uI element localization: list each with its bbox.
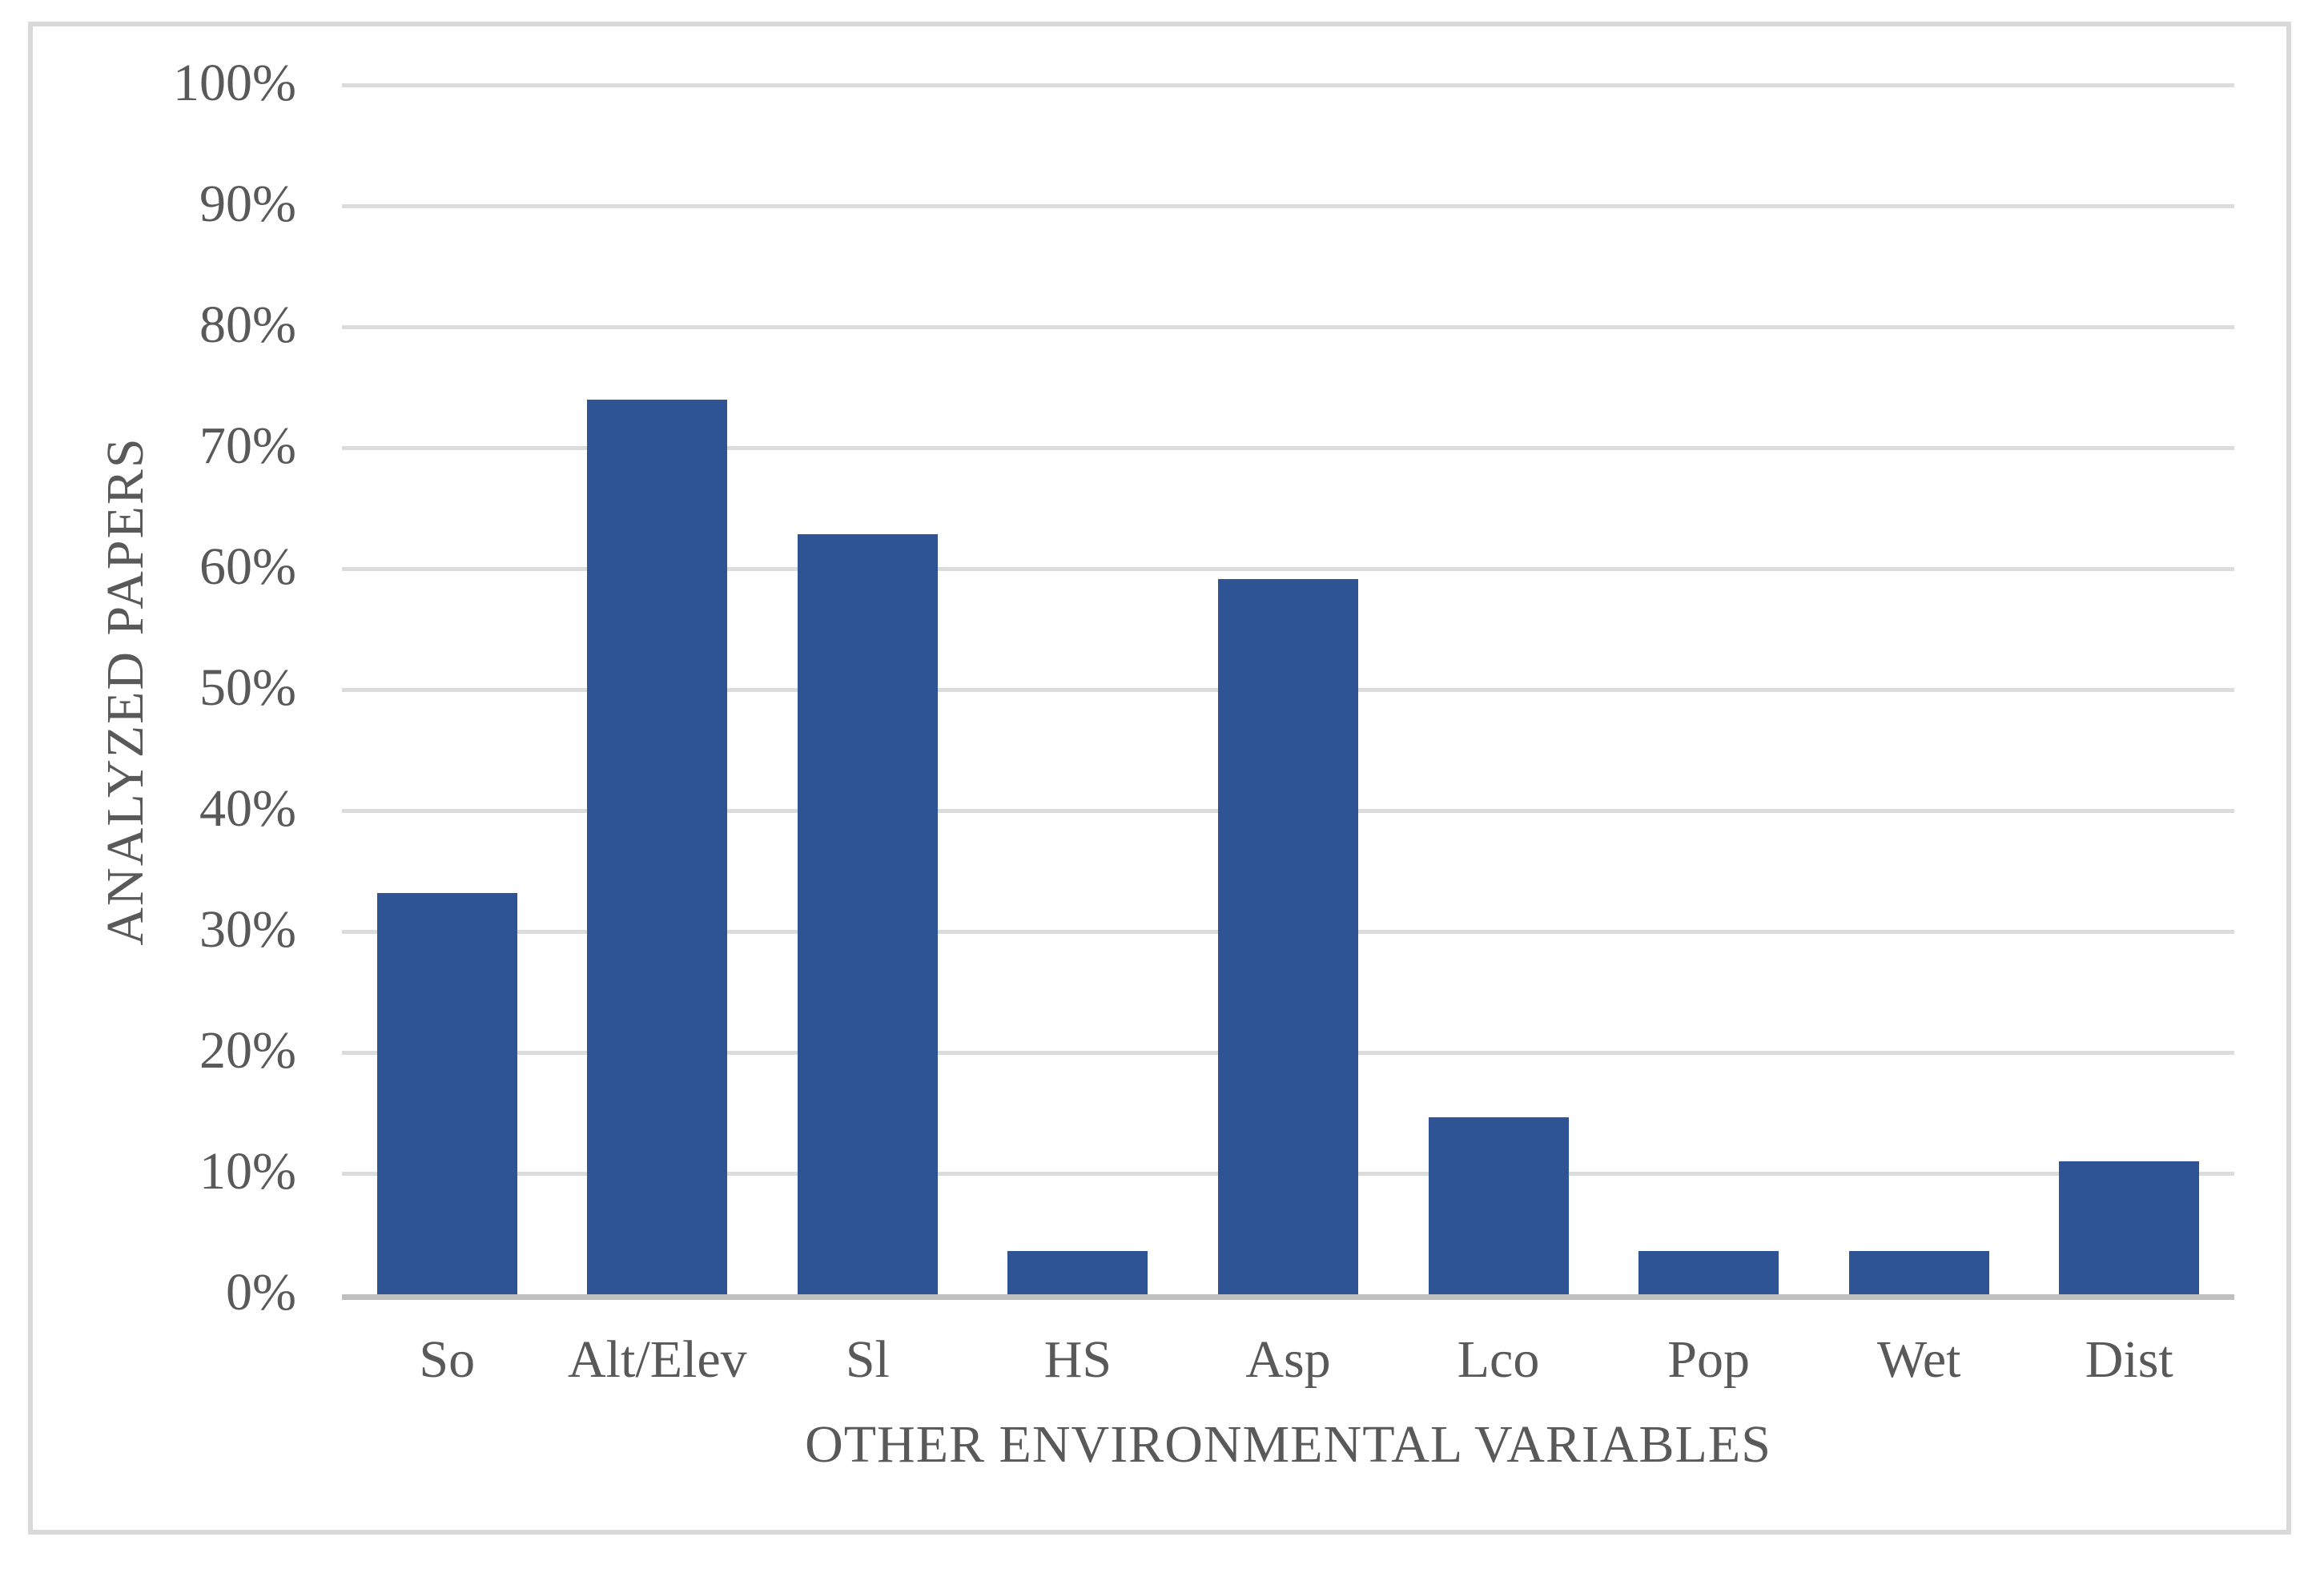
x-category-label-Sl: Sl xyxy=(845,1330,890,1389)
x-category-label-So: So xyxy=(419,1330,476,1389)
x-category-label-Alt/Elev: Alt/Elev xyxy=(568,1330,747,1389)
y-tick-label-70%: 70% xyxy=(199,416,296,475)
bar-Wet xyxy=(1848,1251,1989,1296)
x-category-label-Pop: Pop xyxy=(1667,1330,1750,1389)
bar-Pop xyxy=(1638,1251,1779,1296)
gridline-80% xyxy=(342,325,2234,329)
x-axis-line xyxy=(342,1294,2234,1300)
x-category-label-Dist: Dist xyxy=(2085,1330,2173,1389)
x-axis-title: OTHER ENVIRONMENTAL VARIABLES xyxy=(805,1415,1771,1474)
bar-Asp xyxy=(1218,578,1358,1296)
bar-Lco xyxy=(1428,1116,1569,1296)
bar-Alt/Elev xyxy=(587,400,728,1296)
x-category-label-Asp: Asp xyxy=(1245,1330,1331,1389)
y-tick-label-40%: 40% xyxy=(199,779,296,838)
y-tick-label-20%: 20% xyxy=(199,1021,296,1080)
y-tick-label-50%: 50% xyxy=(199,658,296,717)
x-category-label-HS: HS xyxy=(1043,1330,1112,1389)
y-tick-label-80%: 80% xyxy=(199,296,296,354)
gridline-90% xyxy=(342,204,2234,208)
y-tick-label-0%: 0% xyxy=(226,1263,296,1322)
bar-Dist xyxy=(2059,1161,2200,1296)
y-tick-label-10%: 10% xyxy=(199,1142,296,1201)
gridline-70% xyxy=(342,446,2234,450)
bar-Sl xyxy=(797,533,938,1296)
y-tick-label-90%: 90% xyxy=(199,175,296,233)
gridline-60% xyxy=(342,567,2234,571)
y-tick-label-60%: 60% xyxy=(199,537,296,596)
x-category-label-Wet: Wet xyxy=(1876,1330,1961,1389)
bar-HS xyxy=(1007,1251,1148,1296)
chart-outer-border xyxy=(28,22,2291,1535)
y-tick-label-30%: 30% xyxy=(199,900,296,959)
y-tick-label-100%: 100% xyxy=(173,54,296,112)
x-category-label-Lco: Lco xyxy=(1457,1330,1540,1389)
bar-So xyxy=(376,893,517,1296)
gridline-100% xyxy=(342,83,2234,87)
